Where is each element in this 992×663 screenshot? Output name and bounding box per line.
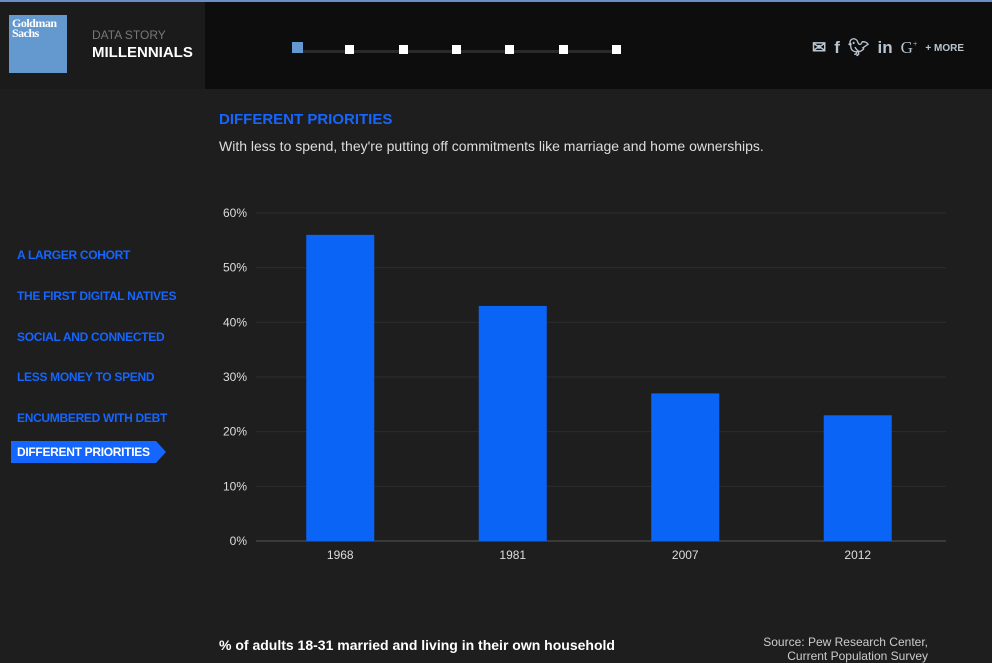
nav-item[interactable]: SOCIAL AND CONNECTED [17, 329, 165, 344]
kicker: DATA STORY [92, 28, 166, 42]
nav-item[interactable]: LESS MONEY TO SPEND [17, 370, 155, 385]
goldman-sachs-logo[interactable]: Goldman Sachs [9, 15, 67, 73]
x-tick-label: 1968 [327, 548, 354, 562]
source-line: Current Population Survey [787, 649, 928, 663]
y-tick-label: 50% [223, 261, 247, 275]
section-title: DIFFERENT PRIORITIES [219, 111, 393, 128]
bar-2007 [651, 393, 720, 541]
section-subtitle: With less to spend, they're putting off … [219, 138, 764, 154]
progress-step[interactable] [292, 42, 303, 53]
nav-item[interactable]: A LARGER COHORT [17, 248, 131, 262]
source-line: Source: Pew Research Center, [763, 635, 928, 649]
y-tick-label: 30% [223, 370, 247, 384]
progress-step[interactable] [451, 45, 461, 54]
y-tick-label: 10% [223, 479, 247, 493]
progress-step[interactable] [558, 45, 568, 54]
bar-2012 [823, 415, 892, 541]
nav-item[interactable]: ENCUMBERED WITH DEBT [17, 411, 167, 426]
y-tick-label: 40% [223, 315, 247, 329]
top-border [0, 0, 992, 2]
nav-item[interactable]: THE FIRST DIGITAL NATIVES [17, 288, 177, 303]
y-tick-label: 60% [223, 206, 247, 220]
story-title: MILLENNIALS [92, 44, 193, 61]
bar-1968 [306, 234, 375, 541]
progress-step[interactable] [345, 45, 355, 54]
progress-step[interactable] [611, 45, 621, 54]
y-tick-label: 20% [223, 425, 247, 439]
chart-source: Source: Pew Research Center, Current Pop… [763, 635, 928, 663]
more-share-button[interactable]: + MORE [925, 42, 964, 54]
progress-step[interactable] [505, 45, 515, 54]
bar-1981 [478, 305, 547, 541]
google-plus-icon[interactable]: G+ [900, 38, 918, 57]
x-tick-label: 2012 [844, 548, 871, 562]
header: Goldman Sachs DATA STORY MILLENNIALS ✉ f … [0, 2, 992, 89]
progress-step[interactable] [398, 45, 408, 54]
x-tick-label: 1981 [499, 548, 526, 562]
x-tick-label: 2007 [672, 548, 699, 562]
brand: Goldman Sachs DATA STORY MILLENNIALS [0, 2, 205, 89]
social-share: ✉ f 🐦︎ in G+ + MORE [812, 38, 964, 58]
chart-title: % of adults 18-31 married and living in … [219, 637, 615, 653]
linkedin-icon[interactable]: in [877, 38, 893, 57]
y-tick-label: 0% [230, 534, 248, 548]
twitter-icon[interactable]: 🐦︎ [847, 38, 870, 57]
facebook-icon[interactable]: f [834, 38, 840, 57]
nav-item[interactable]: DIFFERENT PRIORITIES [11, 441, 166, 463]
mail-icon[interactable]: ✉ [811, 38, 827, 57]
